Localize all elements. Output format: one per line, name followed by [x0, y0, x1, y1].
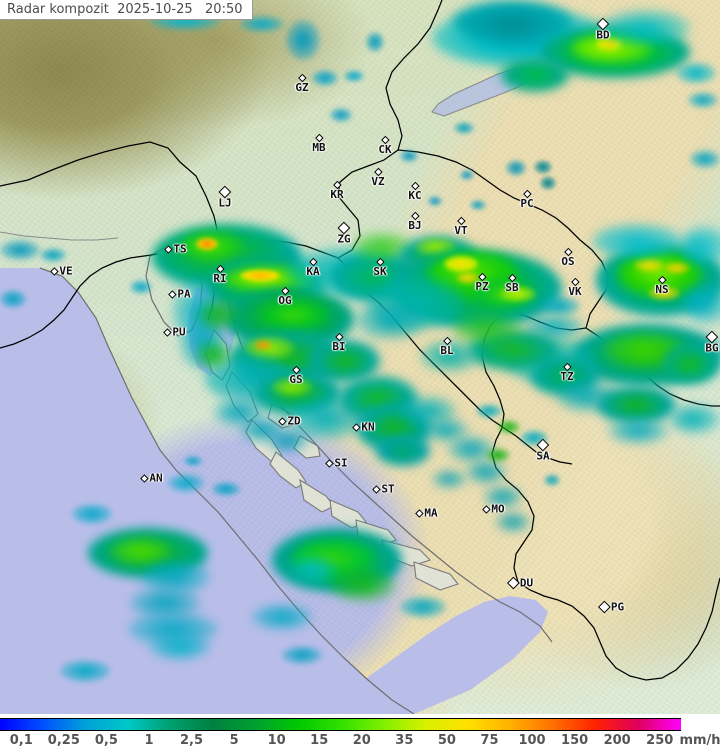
legend-tick-1: 0,25: [47, 733, 80, 748]
legend-tick-8: 20: [352, 733, 371, 748]
title-text: Radar kompozit 2025-10-25 20:50: [7, 2, 243, 17]
legend-tick-5: 5: [229, 733, 239, 748]
legend-tick-4: 2,5: [180, 733, 204, 748]
legend-tick-14: 200: [603, 733, 631, 748]
color-scale: [0, 718, 681, 731]
color-scale-ticks: 0,1 0,25 0,5 1 2,5 5 10 15 20 35 50 75 100 150 200 250 m…: [0, 733, 720, 751]
legend-tick-2: 0,5: [94, 733, 118, 748]
title-bar: Radar kompozit 2025-10-25 20:50: [0, 0, 253, 20]
legend-bar: 0,1 0,25 0,5 1 2,5 5 10 15 20 35 50 75 100 150 200 250 m…: [0, 714, 720, 751]
adriatic-sea-east: [326, 596, 548, 714]
legend-tick-15: 250: [646, 733, 674, 748]
legend-tick-11: 75: [480, 733, 499, 748]
legend-tick-10: 50: [437, 733, 456, 748]
legend-tick-13: 150: [561, 733, 589, 748]
legend-unit-label: mm/h: [679, 733, 720, 748]
legend-tick-0: 0,1: [9, 733, 33, 748]
legend-tick-12: 100: [518, 733, 546, 748]
adriatic-sea: [0, 268, 414, 714]
radar-map[interactable]: VE TS PA PU AN RI LJ GZ MB CK VZ KR KC BJ VT PC BD ZG KA SK…: [0, 0, 720, 714]
legend-tick-7: 15: [310, 733, 329, 748]
inland-water: [0, 231, 119, 241]
legend-tick-9: 35: [395, 733, 414, 748]
legend-tick-3: 1: [144, 733, 154, 748]
radar-echo-layer: [0, 0, 720, 682]
legend-tick-6: 10: [267, 733, 286, 748]
